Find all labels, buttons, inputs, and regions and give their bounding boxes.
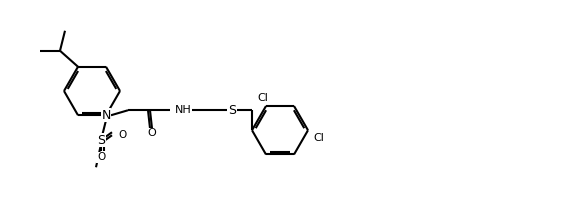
Text: S: S xyxy=(228,104,236,117)
Text: O: O xyxy=(118,130,126,140)
Text: O: O xyxy=(97,152,105,162)
Text: Cl: Cl xyxy=(313,133,324,143)
Text: S: S xyxy=(97,134,105,147)
Text: O: O xyxy=(148,128,156,138)
Text: NH: NH xyxy=(175,105,192,115)
Text: N: N xyxy=(101,109,111,122)
Text: Cl: Cl xyxy=(258,93,268,103)
